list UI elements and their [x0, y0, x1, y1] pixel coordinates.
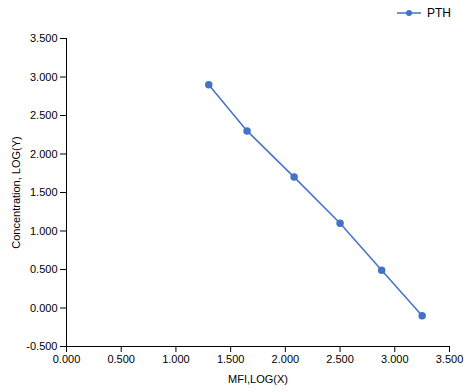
- svg-text:3.500: 3.500: [436, 353, 464, 365]
- svg-text:3.000: 3.000: [30, 71, 58, 83]
- svg-text:2.500: 2.500: [326, 353, 354, 365]
- svg-text:0.500: 0.500: [30, 263, 58, 275]
- svg-text:-0.500: -0.500: [26, 340, 57, 352]
- svg-text:MFI,LOG(X): MFI,LOG(X): [228, 373, 288, 385]
- svg-text:2.500: 2.500: [30, 109, 58, 121]
- svg-text:1.500: 1.500: [217, 353, 245, 365]
- svg-text:Concentration, LOG(Y): Concentration, LOG(Y): [10, 136, 22, 249]
- html-text:PTH: PTH: [427, 6, 451, 20]
- svg-text:1.500: 1.500: [30, 186, 58, 198]
- svg-text:0.000: 0.000: [53, 353, 81, 365]
- svg-text:3.500: 3.500: [30, 32, 58, 44]
- svg-text:3.000: 3.000: [381, 353, 409, 365]
- svg-text:1.000: 1.000: [162, 353, 190, 365]
- svg-text:2.000: 2.000: [30, 148, 58, 160]
- svg-text:0.000: 0.000: [30, 302, 58, 314]
- svg-text:0.500: 0.500: [107, 353, 135, 365]
- svg-text:1.000: 1.000: [30, 225, 58, 237]
- svg-text:2.000: 2.000: [272, 353, 300, 365]
